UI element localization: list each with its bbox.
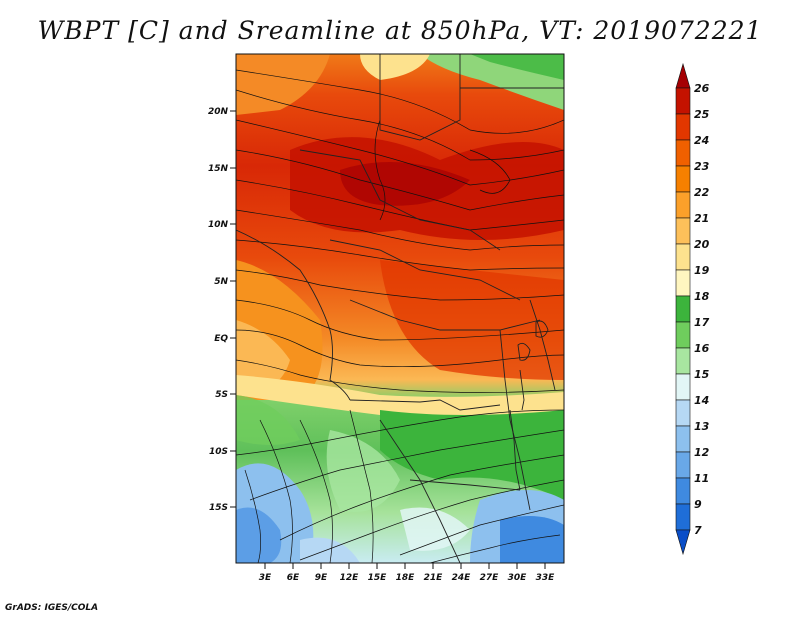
colorbar-segment: [675, 347, 691, 375]
lakes: [509, 320, 549, 491]
x-tick-label: 9E: [315, 573, 328, 583]
y-tick-label: 10S: [209, 447, 228, 457]
y-tick-label: 20N: [208, 107, 229, 117]
credit-footer: GrADS: IGES/COLA: [5, 603, 99, 613]
colorbar-label: 7: [694, 524, 702, 537]
y-axis: 20N 15N 10N 5N EQ 5S 10S 15S: [208, 107, 236, 513]
colorbar-bottom-arrow: [675, 529, 691, 556]
colorbar-segment: [675, 87, 691, 115]
colorbar-label: 9: [694, 498, 702, 511]
colorbar-top-arrow: [675, 62, 691, 89]
colorbar-segment: [675, 321, 691, 349]
colorbar-segment: [675, 165, 691, 193]
y-tick-label: 5S: [215, 390, 228, 400]
colorbar-label: 15: [694, 368, 710, 381]
wbpt-field: [236, 54, 564, 563]
colorbar-label: 17: [694, 316, 710, 329]
colorbar-segment: [675, 113, 691, 141]
y-tick-label: 10N: [208, 220, 229, 230]
colorbar-segment: [675, 425, 691, 453]
colorbar-label: 18: [694, 290, 710, 303]
y-tick-label: 15S: [209, 503, 228, 513]
x-tick-label: 21E: [424, 573, 444, 583]
y-tick-label: 15N: [208, 164, 229, 174]
y-tick-label: 5N: [214, 277, 228, 287]
colorbar-segment: [675, 243, 691, 271]
colorbar-segment: [675, 373, 691, 401]
colorbar-label: 19: [694, 264, 710, 277]
colorbar-segment: [675, 503, 691, 531]
x-tick-label: 24E: [452, 573, 472, 583]
colorbar-segment: [675, 451, 691, 479]
y-tick-label: EQ: [214, 334, 228, 344]
x-tick-label: 15E: [368, 573, 388, 583]
x-tick-label: 3E: [259, 573, 272, 583]
map-frame: [235, 53, 565, 564]
colorbar-label: 22: [694, 186, 710, 199]
colorbar-label: 25: [694, 108, 710, 121]
x-tick-label: 18E: [396, 573, 416, 583]
colorbar-label: 13: [694, 420, 710, 433]
colorbar-label: 23: [694, 160, 710, 173]
colorbar-segment: [675, 217, 691, 245]
colorbar-label: 21: [694, 212, 709, 225]
colorbar-label: 24: [694, 134, 709, 147]
colorbar-label: 12: [694, 446, 710, 459]
colorbar-segment: [675, 269, 691, 297]
x-tick-label: 12E: [340, 573, 360, 583]
colorbar-label: 26: [694, 82, 710, 95]
x-tick-label: 6E: [287, 573, 300, 583]
colorbar-segment: [675, 191, 691, 219]
x-tick-label: 27E: [480, 573, 500, 583]
x-tick-label: 30E: [508, 573, 528, 583]
colorbar-label: 14: [694, 394, 709, 407]
map-title: WBPT [C] and Sreamline at 850hPa, VT: 20…: [37, 16, 763, 45]
colorbar-label: 16: [694, 342, 710, 355]
colorbar-label: 20: [694, 238, 710, 251]
colorbar-segment: [675, 295, 691, 323]
colorbar-segment: [675, 477, 691, 505]
colorbar-label: 11: [694, 472, 709, 485]
x-axis: 3E 6E 9E 12E 15E 18E 21E 24E 27E 30E 33E: [259, 563, 555, 583]
colorbar: 26 25 24 23 22 21 20 19 18 17 16 15 14 13 12 11 9 7: [675, 62, 710, 556]
country-borders: [236, 54, 564, 563]
streamlines: [236, 69, 564, 563]
x-tick-label: 33E: [536, 573, 556, 583]
colorbar-segment: [675, 399, 691, 427]
colorbar-segment: [675, 139, 691, 167]
